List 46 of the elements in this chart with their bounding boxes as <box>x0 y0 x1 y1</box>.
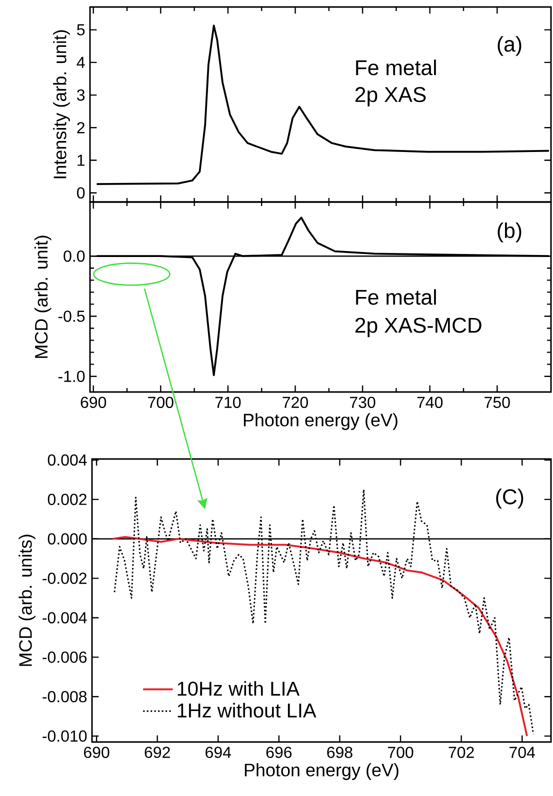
x-axis-title: Photon energy (eV) <box>244 763 398 780</box>
x-axis-title: Photon energy (eV) <box>244 413 398 430</box>
y-tick-label: 0 <box>77 187 85 199</box>
x-tick-label: 694 <box>206 746 232 758</box>
legend-label: 10Hz with LIA <box>178 681 300 696</box>
x-tick-label: 696 <box>266 746 292 758</box>
y-tick-label: 0.0 <box>64 250 85 262</box>
y-tick-label: -1.0 <box>58 370 85 382</box>
y-tick-label: 3 <box>76 89 85 101</box>
y-tick-label: 4 <box>76 56 85 68</box>
y-axis-title: MCD (arb. unit) <box>34 236 52 358</box>
x-tick-label: 690 <box>84 746 110 758</box>
x-tick-label: 720 <box>282 396 308 408</box>
annotation: (b) <box>498 222 522 242</box>
y-tick-label: -0.004 <box>42 612 87 624</box>
y-axis-title: Intensity (arb. unit) <box>53 30 70 178</box>
x-tick-label: 690 <box>80 396 106 408</box>
y-tick-label: 2 <box>77 122 84 134</box>
legend-label: 1Hz without LIA <box>178 702 316 718</box>
x-tick-label: 702 <box>448 746 474 758</box>
y-axis-title: MCD (arb. units) <box>18 534 36 666</box>
annotation: 2p XAS <box>355 87 426 106</box>
x-tick-label: 740 <box>417 396 443 408</box>
y-tick-label: -0.008 <box>42 690 87 702</box>
annotation: (a) <box>498 36 522 56</box>
x-tick-label: 704 <box>510 746 535 758</box>
y-tick-label: -0.010 <box>42 730 87 742</box>
y-tick-label: 0.004 <box>48 454 87 466</box>
x-tick-label: 710 <box>215 396 241 408</box>
x-tick-label: 750 <box>484 396 510 408</box>
x-tick-label: 730 <box>350 396 376 408</box>
annotation: 2p XAS-MCD <box>355 318 482 338</box>
x-tick-label: 692 <box>144 746 170 758</box>
y-tick-label: -0.5 <box>58 310 85 322</box>
x-tick-label: 700 <box>148 396 174 408</box>
y-tick-label: -0.006 <box>42 652 87 663</box>
x-tick-label: 700 <box>388 746 414 758</box>
annotation: (C) <box>496 488 524 509</box>
annotation: Fe metal <box>356 60 436 76</box>
x-tick-label: 698 <box>327 746 352 758</box>
y-tick-label: 0.000 <box>48 533 87 545</box>
y-tick-label: 5 <box>77 24 85 36</box>
y-tick-label: -0.002 <box>42 572 86 584</box>
y-tick-label: 1 <box>78 154 85 166</box>
annotation: Fe metal <box>356 289 436 305</box>
y-tick-label: 0.002 <box>48 494 86 506</box>
